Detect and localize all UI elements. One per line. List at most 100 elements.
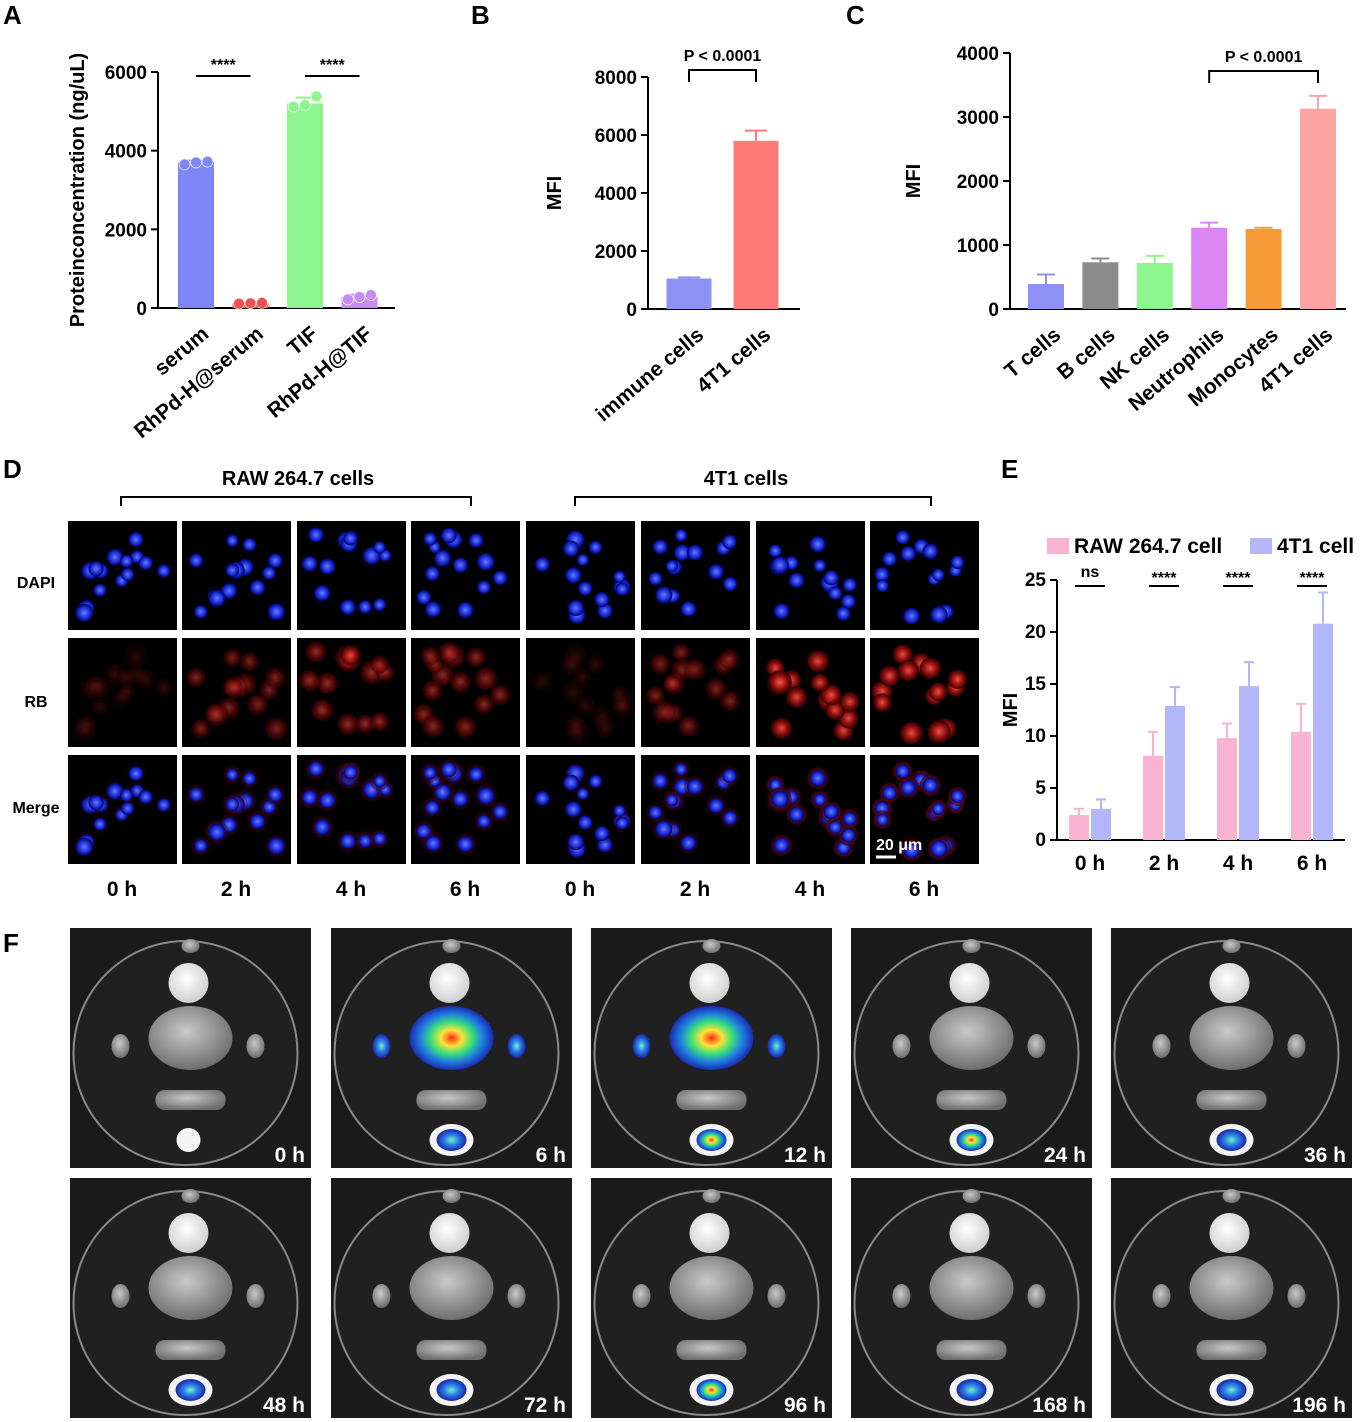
nucleus (75, 603, 94, 622)
bar (733, 140, 779, 309)
organ-lung (949, 963, 990, 1003)
nucleus (319, 792, 336, 809)
time-label: 36 h (1304, 1144, 1346, 1167)
cell-signal (719, 648, 740, 670)
row-label-merge: Merge (12, 800, 59, 817)
nucleus (950, 555, 965, 570)
cell-signal (316, 672, 339, 695)
cell-signal (928, 682, 948, 702)
cell-signal (246, 693, 269, 716)
organ-heart (442, 939, 461, 953)
tumor-signal (956, 1129, 987, 1151)
nucleus (262, 566, 276, 580)
microscopy-panel: RAW 264.7 cells 4T1 cells DAPI RB Merge … (12, 468, 979, 901)
cell-signal (892, 644, 913, 665)
nucleus (358, 600, 372, 614)
time-label: 196 h (1292, 1394, 1346, 1417)
time-label: 2 h (680, 878, 710, 901)
nucleus (457, 602, 474, 619)
time-label: 12 h (784, 1144, 826, 1167)
bar (1313, 623, 1333, 840)
nucleus (563, 774, 580, 791)
cell-signal (205, 703, 229, 727)
panel-label-d: D (3, 454, 22, 484)
nucleus (301, 789, 318, 806)
y-tick-label: 5 (1035, 778, 1046, 799)
y-tick-label: 6000 (105, 63, 147, 84)
tumor-signal (1216, 1379, 1247, 1401)
cell-signal (806, 650, 829, 673)
time-label: 48 h (263, 1394, 305, 1417)
nucleus (106, 548, 124, 566)
organ-kidney (246, 1034, 265, 1058)
cell-signal (649, 653, 671, 675)
organ-heart (962, 939, 981, 953)
nucleus (813, 559, 827, 572)
cell-signal (677, 715, 700, 737)
organ-spleen (936, 1090, 1007, 1110)
nucleus (788, 806, 805, 822)
cell-signal (947, 669, 968, 690)
bar (1239, 686, 1259, 840)
nucleus (225, 797, 240, 812)
bar (1291, 731, 1311, 840)
tumor-signal (175, 1379, 206, 1401)
bar (666, 278, 712, 309)
nucleus (722, 576, 738, 592)
organ-kidney (632, 1284, 651, 1308)
y-tick-label: 0 (988, 300, 999, 321)
bar (1082, 262, 1119, 309)
nucleus (93, 583, 107, 597)
nucleus (876, 579, 889, 592)
y-axis-label: MFI (903, 164, 925, 198)
nucleus (452, 791, 468, 807)
nucleus (680, 601, 697, 617)
data-point (287, 100, 300, 113)
organ-heart (181, 1189, 200, 1203)
nucleus (588, 540, 603, 554)
cell-signal (719, 690, 741, 712)
cell-signal (900, 721, 923, 745)
x-tick-label: 0 h (1075, 852, 1105, 875)
y-tick-label: 8000 (595, 68, 637, 89)
cell-signal (438, 641, 460, 664)
bar (1165, 705, 1185, 840)
cell-signal (645, 685, 666, 706)
nucleus (648, 805, 663, 820)
cell-signal (185, 667, 207, 688)
nucleus (120, 788, 133, 802)
cell-signal (768, 670, 792, 694)
nucleus (577, 815, 593, 830)
cell-signal (474, 694, 494, 715)
nucleus (577, 581, 593, 596)
nucleus (648, 571, 663, 586)
nucleus (441, 527, 457, 544)
cell-signal (85, 674, 107, 697)
y-tick-label: 10 (1025, 726, 1046, 747)
data-point (244, 297, 257, 310)
nucleus (157, 564, 171, 578)
organ-spleen (676, 1340, 747, 1360)
cell-signal (264, 667, 286, 688)
organ-liver (409, 1006, 494, 1070)
organ-liver (1189, 1256, 1274, 1320)
nucleus (188, 553, 204, 568)
nucleus (358, 834, 372, 848)
x-tick-label: immune cells (591, 323, 708, 426)
nucleus (594, 825, 610, 842)
nucleus (468, 533, 484, 548)
organ-spleen (416, 1340, 487, 1360)
y-tick-label: 0 (1035, 830, 1046, 851)
cell-signal (705, 678, 727, 700)
y-tick-label: 4000 (957, 44, 999, 65)
cell-signal (239, 651, 260, 672)
tumor-signal (956, 1379, 987, 1401)
time-label: 6 h (450, 878, 480, 901)
tumor-signal (436, 1129, 467, 1151)
significance-label: **** (211, 57, 237, 74)
nucleus (665, 794, 679, 807)
nucleus (828, 820, 842, 834)
nucleus (373, 598, 387, 612)
nucleus (267, 787, 283, 802)
